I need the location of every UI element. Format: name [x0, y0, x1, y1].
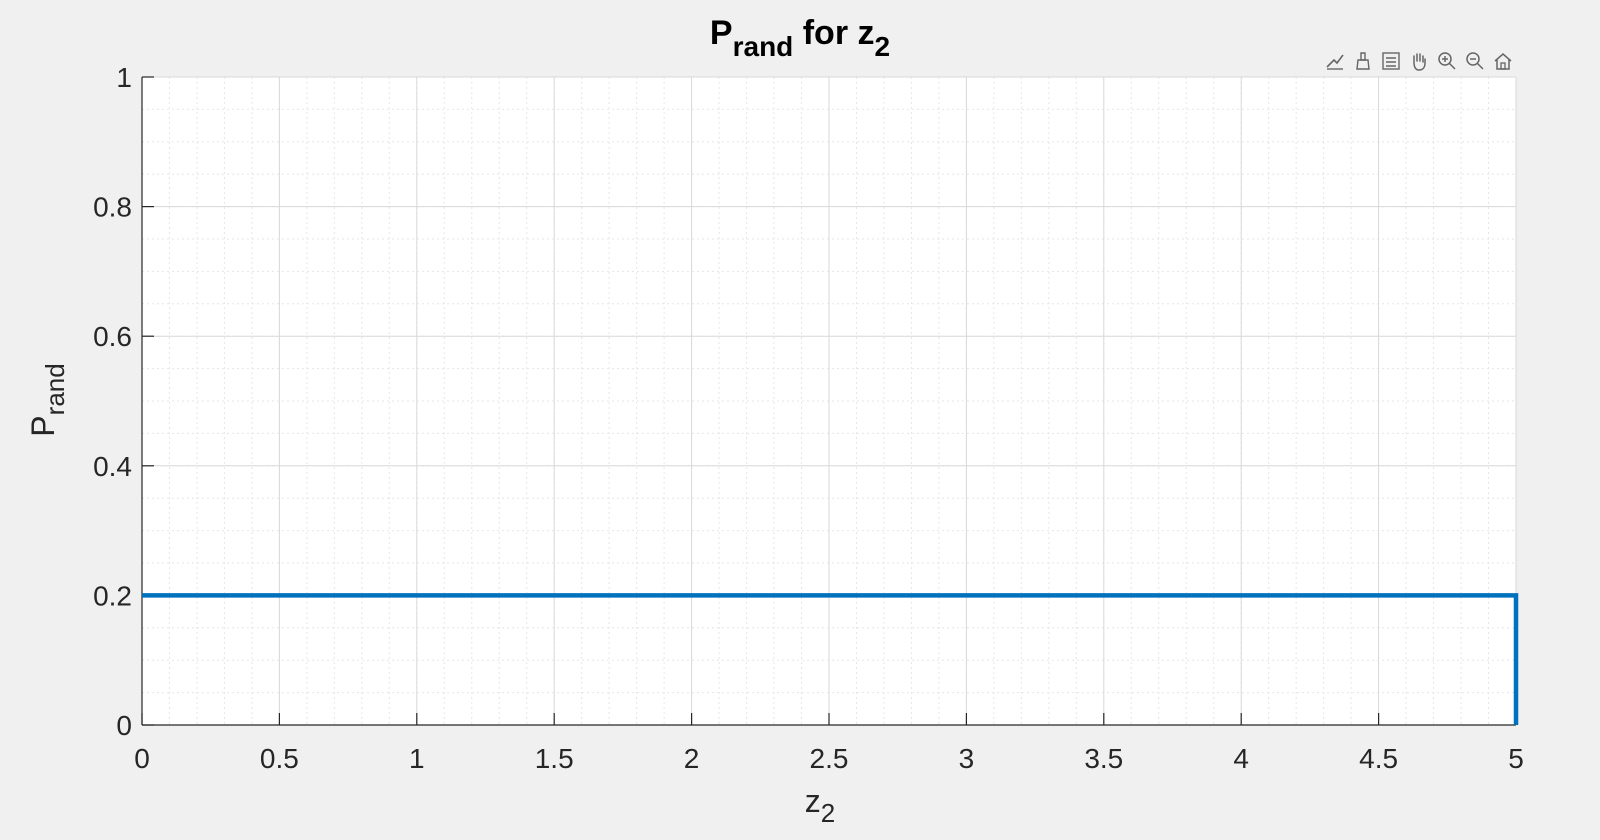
home-icon[interactable] [1490, 48, 1516, 74]
y-axis-label: Prand [25, 363, 70, 436]
data-tips-icon[interactable] [1322, 48, 1348, 74]
y-tick-label: 0 [116, 710, 132, 741]
zoom-out-icon[interactable] [1462, 48, 1488, 74]
x-tick-label: 0.5 [260, 743, 299, 774]
chart-title: Prand for z2 [710, 14, 890, 62]
series-group [142, 593, 1519, 725]
series-line [142, 593, 1519, 725]
x-axis-label: z2 [805, 783, 835, 828]
pan-icon[interactable] [1406, 48, 1432, 74]
x-tick-label: 1 [409, 743, 425, 774]
x-tick-labels: 0 0.5 1 1.5 2 2.5 3 3.5 4 4.5 5 [134, 743, 1524, 774]
y-tick-label: 0.2 [93, 580, 132, 611]
zoom-in-icon[interactable] [1434, 48, 1460, 74]
x-tick-label: 3 [959, 743, 975, 774]
x-tick-label: 2.5 [810, 743, 849, 774]
x-tick-label: 1.5 [535, 743, 574, 774]
x-tick-label: 3.5 [1084, 743, 1123, 774]
y-tick-label: 0.8 [93, 192, 132, 223]
y-tick-label: 0.6 [93, 321, 132, 352]
x-tick-label: 4 [1233, 743, 1249, 774]
title-subscript: rand [733, 31, 794, 62]
x-axis-label-main: z [805, 783, 821, 819]
x-tick-label: 4.5 [1359, 743, 1398, 774]
y-tick-label: 0.4 [93, 451, 132, 482]
brush-icon[interactable] [1350, 48, 1376, 74]
title-middle: for z [793, 14, 874, 52]
x-tick-label: 2 [684, 743, 700, 774]
y-axis-label-main: P [25, 415, 61, 436]
x-tick-label: 0 [134, 743, 150, 774]
y-tick-labels: 0 0.2 0.4 0.6 0.8 1 [93, 62, 132, 741]
x-tick-label: 5 [1508, 743, 1524, 774]
legend-icon[interactable] [1378, 48, 1404, 74]
title-main: P [710, 14, 733, 52]
y-tick-label: 1 [116, 62, 132, 93]
y-axis-label-subscript: rand [40, 363, 70, 415]
axes [141, 76, 1517, 726]
title-subscript-2: 2 [875, 31, 891, 62]
x-axis-label-subscript: 2 [821, 798, 835, 828]
axes-toolbar [1322, 46, 1516, 76]
